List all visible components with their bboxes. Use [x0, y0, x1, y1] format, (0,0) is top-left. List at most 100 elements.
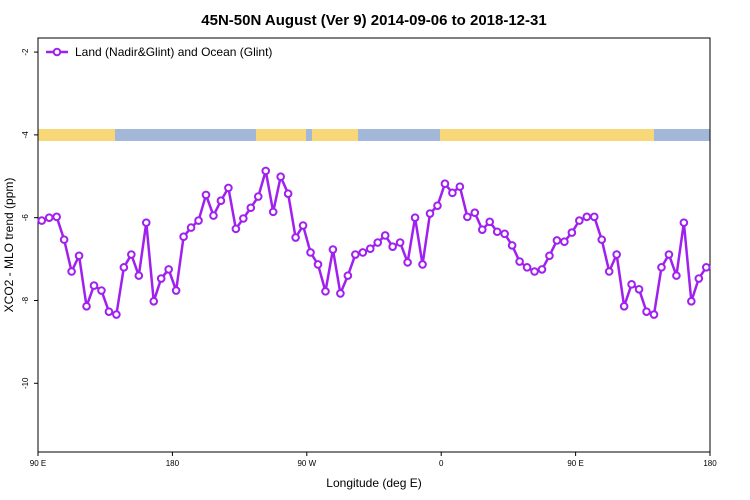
x-tick-label: 0 — [439, 459, 444, 468]
data-point — [89, 281, 99, 290]
data-point — [604, 267, 614, 276]
data-point — [545, 251, 554, 261]
data-point — [268, 207, 278, 217]
data-point — [485, 217, 495, 227]
data-point — [448, 188, 457, 198]
data-point — [216, 196, 226, 206]
data-point — [612, 250, 621, 259]
data-point — [418, 260, 427, 269]
data-point — [679, 218, 689, 227]
data-point — [627, 280, 636, 289]
data-point — [104, 307, 114, 316]
data-point — [74, 251, 84, 261]
data-point — [313, 260, 323, 269]
data-point — [59, 235, 69, 244]
data-point — [261, 166, 271, 176]
x-tick-label: 180 — [703, 459, 717, 468]
data-point — [440, 179, 450, 189]
legend-label: Land (Nadir&Glint) and Ocean (Glint) — [75, 45, 272, 59]
data-point — [298, 221, 308, 230]
y-axis-label: XCO2 - MLO trend (ppm) — [2, 178, 16, 313]
data-point — [246, 203, 256, 213]
data-point — [380, 231, 390, 240]
data-point — [291, 233, 300, 242]
data-point — [343, 271, 353, 280]
data-point — [507, 241, 517, 250]
y-tick-label: -4 — [21, 131, 30, 139]
data-point — [664, 250, 674, 259]
data-point — [119, 263, 129, 272]
data-point — [276, 172, 285, 181]
y-tick-label: -8 — [21, 296, 30, 304]
data-point — [134, 271, 144, 280]
data-point — [560, 237, 569, 246]
data-point — [642, 307, 651, 316]
data-point — [328, 245, 338, 254]
data-point — [492, 227, 502, 237]
data-point — [694, 274, 704, 283]
y-tick-label: -10 — [21, 377, 30, 389]
data-point — [687, 297, 696, 306]
data-point — [522, 263, 532, 272]
data-point — [530, 267, 539, 276]
data-point — [97, 286, 106, 295]
data-point — [672, 271, 681, 280]
data-point — [373, 238, 383, 247]
data-point — [410, 213, 420, 222]
data-point — [194, 216, 203, 225]
data-point — [351, 250, 360, 259]
data-point — [500, 229, 509, 239]
data-point — [141, 218, 151, 227]
data-point — [231, 224, 241, 234]
data-point — [127, 250, 136, 259]
land-ocean-strip — [38, 129, 710, 141]
data-point — [470, 208, 480, 218]
data-point — [67, 267, 76, 276]
data-point — [567, 228, 577, 237]
data-point — [575, 216, 584, 225]
data-point — [425, 209, 435, 218]
x-tick-label: 180 — [166, 459, 180, 468]
data-point — [52, 212, 61, 222]
y-tick-label: -2 — [21, 48, 30, 56]
data-point — [388, 242, 397, 251]
data-point — [186, 223, 196, 232]
data-point — [477, 225, 487, 234]
x-tick-label: 90 W — [297, 459, 316, 468]
data-point — [283, 189, 293, 198]
data-point — [537, 265, 547, 274]
data-point — [321, 287, 330, 296]
data-point — [171, 286, 181, 295]
x-tick-label: 90 E — [567, 459, 583, 468]
legend-marker — [52, 47, 62, 57]
data-point — [179, 232, 188, 242]
data-point — [336, 289, 345, 298]
plot-frame — [37, 37, 711, 453]
x-tick-label: 90 E — [30, 459, 46, 468]
data-point — [112, 310, 121, 319]
data-point — [582, 212, 592, 222]
data-point — [365, 244, 375, 254]
data-point — [239, 214, 248, 223]
data-point — [358, 248, 368, 257]
data-point — [164, 265, 173, 274]
data-point — [224, 183, 233, 193]
data-point — [552, 236, 562, 245]
data-point — [619, 301, 629, 311]
x-axis-label: Longitude (deg E) — [326, 476, 421, 490]
data-point — [201, 190, 211, 200]
data-point — [82, 301, 91, 311]
data-point — [701, 263, 711, 272]
data-point — [649, 310, 659, 319]
data-point — [515, 257, 524, 266]
data-point — [209, 211, 218, 220]
data-point — [455, 182, 465, 191]
data-point — [44, 213, 54, 222]
data-point — [156, 274, 166, 283]
data-point — [657, 263, 666, 272]
data-point — [306, 248, 315, 257]
data-point — [634, 284, 644, 294]
chart-title: 45N-50N August (Ver 9) 2014-09-06 to 201… — [201, 12, 546, 29]
data-point — [463, 212, 472, 222]
